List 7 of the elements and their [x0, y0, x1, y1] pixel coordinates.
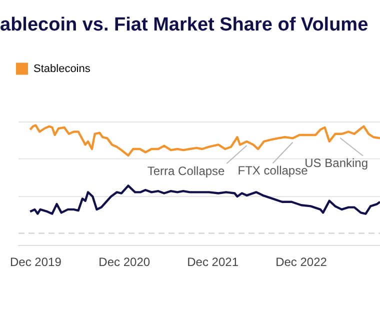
chart-title: ablecoin vs. Fiat Market Share of Volume	[0, 14, 368, 36]
x-tick-label: Dec 2019	[10, 255, 62, 270]
x-tick-label: Dec 2020	[98, 255, 150, 270]
legend-label: Stablecoins	[34, 62, 91, 75]
x-tick-label: Dec 2022	[276, 255, 328, 270]
annotation: Terra Collapse	[147, 164, 226, 178]
x-tick-label: Dec 2021	[187, 255, 239, 270]
